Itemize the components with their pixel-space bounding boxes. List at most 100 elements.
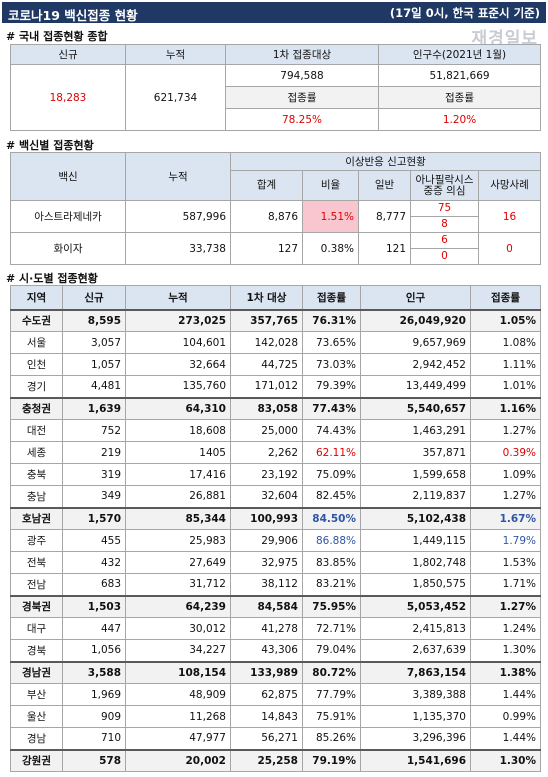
cell: 34,227: [125, 639, 231, 662]
cell: 1,599,658: [360, 463, 471, 486]
cell: 64,239: [125, 594, 231, 618]
title-bar: 코로나19 백신접종 현황 (17일 0시, 한국 표준시 기준): [2, 2, 546, 23]
row: 지역 신규 누적 1차 대상 접종률 인구 접종률: [10, 285, 541, 311]
cell: 1.20%: [378, 108, 541, 131]
cell: 219: [62, 441, 126, 464]
cell: 전남: [10, 573, 63, 596]
table: 신규 누적 1차 접종대상 인구수(2021년 1월) 18,283 621,734 794…: [10, 44, 541, 131]
row: 경북권 1,503 64,239 84,584 75.95% 5,053,452 1.27%: [10, 594, 541, 618]
cell: 전북: [10, 551, 63, 574]
header-cell: 백신: [10, 152, 126, 201]
cell-part: 0: [441, 250, 448, 262]
cell: 1,463,291: [360, 419, 471, 442]
row: 울산 909 11,268 14,843 75.91% 1,135,370 0.99%: [10, 705, 541, 728]
cell: 447: [62, 617, 126, 640]
cell: 82.45%: [302, 485, 361, 508]
cell: 대전: [10, 419, 63, 442]
cell: 5,102,438: [360, 506, 471, 530]
row: 강원권 578 20,002 25,258 79.19% 1,541,696 1.30%: [10, 748, 541, 772]
cell: 1,541,696: [360, 748, 471, 772]
cell: 29,906: [230, 529, 303, 552]
header-cell: 비율: [302, 170, 359, 201]
cell: 349: [62, 485, 126, 508]
cell: 1,850,575: [360, 573, 471, 596]
cell: 135,760: [125, 375, 231, 398]
cell: 1.08%: [470, 331, 541, 354]
cell: 20,002: [125, 748, 231, 772]
cell: 1.53%: [470, 551, 541, 574]
cell: 909: [62, 705, 126, 728]
cell: 호남권: [10, 506, 63, 530]
cell: 84,584: [230, 594, 303, 618]
cell: 72.71%: [302, 617, 361, 640]
row: 신규 누적 1차 접종대상 인구수(2021년 1월): [10, 44, 541, 65]
cell: 5,053,452: [360, 594, 471, 618]
cell: 83.21%: [302, 573, 361, 596]
cell: 1.71%: [470, 573, 541, 596]
cell: 부산: [10, 683, 63, 706]
cell: 578: [62, 748, 126, 772]
cell: 85,344: [125, 506, 231, 530]
cell: 1.11%: [470, 353, 541, 376]
row: 호남권 1,570 85,344 100,993 84.50% 5,102,438 1.67…: [10, 506, 541, 530]
cell: 1.24%: [470, 617, 541, 640]
cell: 0.99%: [470, 705, 541, 728]
cell: 인천: [10, 353, 63, 376]
cell: 77.43%: [302, 396, 361, 420]
cell: 1.79%: [470, 529, 541, 552]
cell: 1.01%: [470, 375, 541, 398]
cell: 경남권: [10, 660, 63, 684]
cell: 357,765: [230, 308, 303, 332]
cell: 화이자: [10, 232, 126, 265]
cell: 73.65%: [302, 331, 361, 354]
cell: 621,734: [125, 64, 226, 131]
cell: 84.50%: [302, 506, 361, 530]
cell: 세종: [10, 441, 63, 464]
row: 18,283 621,734 794,588 51,821,669: [10, 64, 541, 131]
cell: 강원권: [10, 748, 63, 772]
cell: 48,909: [125, 683, 231, 706]
title: 코로나19 백신접종 현황: [8, 8, 138, 23]
cell: 86.88%: [302, 529, 361, 552]
cell: 79.19%: [302, 748, 361, 772]
cell: 5,540,657: [360, 396, 471, 420]
cell: 43,306: [230, 639, 303, 662]
cell: 127: [230, 232, 303, 265]
cell: 1,802,748: [360, 551, 471, 574]
cell: 142,028: [230, 331, 303, 354]
cell: 455: [62, 529, 126, 552]
cell: 1405: [125, 441, 231, 464]
header-cell: 신규: [10, 44, 126, 65]
cell: 73.03%: [302, 353, 361, 376]
cell: 83.85%: [302, 551, 361, 574]
cell: 18,283: [10, 64, 126, 131]
cell: 0.38%: [302, 232, 359, 265]
row: 전북 432 27,649 32,975 83.85% 1,802,748 1.53%: [10, 551, 541, 574]
header-cell: 1차 대상: [230, 285, 303, 311]
cell: 77.79%: [302, 683, 361, 706]
cell: 2,262: [230, 441, 303, 464]
cell: 1,056: [62, 639, 126, 662]
cell: 경기: [10, 375, 63, 398]
header-cell: 인구수(2021년 1월): [378, 44, 541, 65]
cell: 752: [62, 419, 126, 442]
cell: 3,296,396: [360, 727, 471, 750]
cell: 75.95%: [302, 594, 361, 618]
cell: 4,481: [62, 375, 126, 398]
cell: 광주: [10, 529, 63, 552]
cell-part: 8: [441, 218, 448, 230]
row: 78.25% 1.20%: [11, 108, 541, 131]
cell: 31,712: [125, 573, 231, 596]
cell: 74.43%: [302, 419, 361, 442]
header-cell: 일반: [358, 170, 411, 201]
cell: 1.27%: [470, 485, 541, 508]
cell: 710: [62, 727, 126, 750]
cell: 104,601: [125, 331, 231, 354]
header-cell: 1차 접종대상: [225, 44, 379, 65]
cell: 76.31%: [302, 308, 361, 332]
cell: 8,876: [230, 200, 303, 233]
cell: 2,637,639: [360, 639, 471, 662]
row: 전남 683 31,712 38,112 83.21% 1,850,575 1.71%: [10, 573, 541, 596]
cell: 3,057: [62, 331, 126, 354]
